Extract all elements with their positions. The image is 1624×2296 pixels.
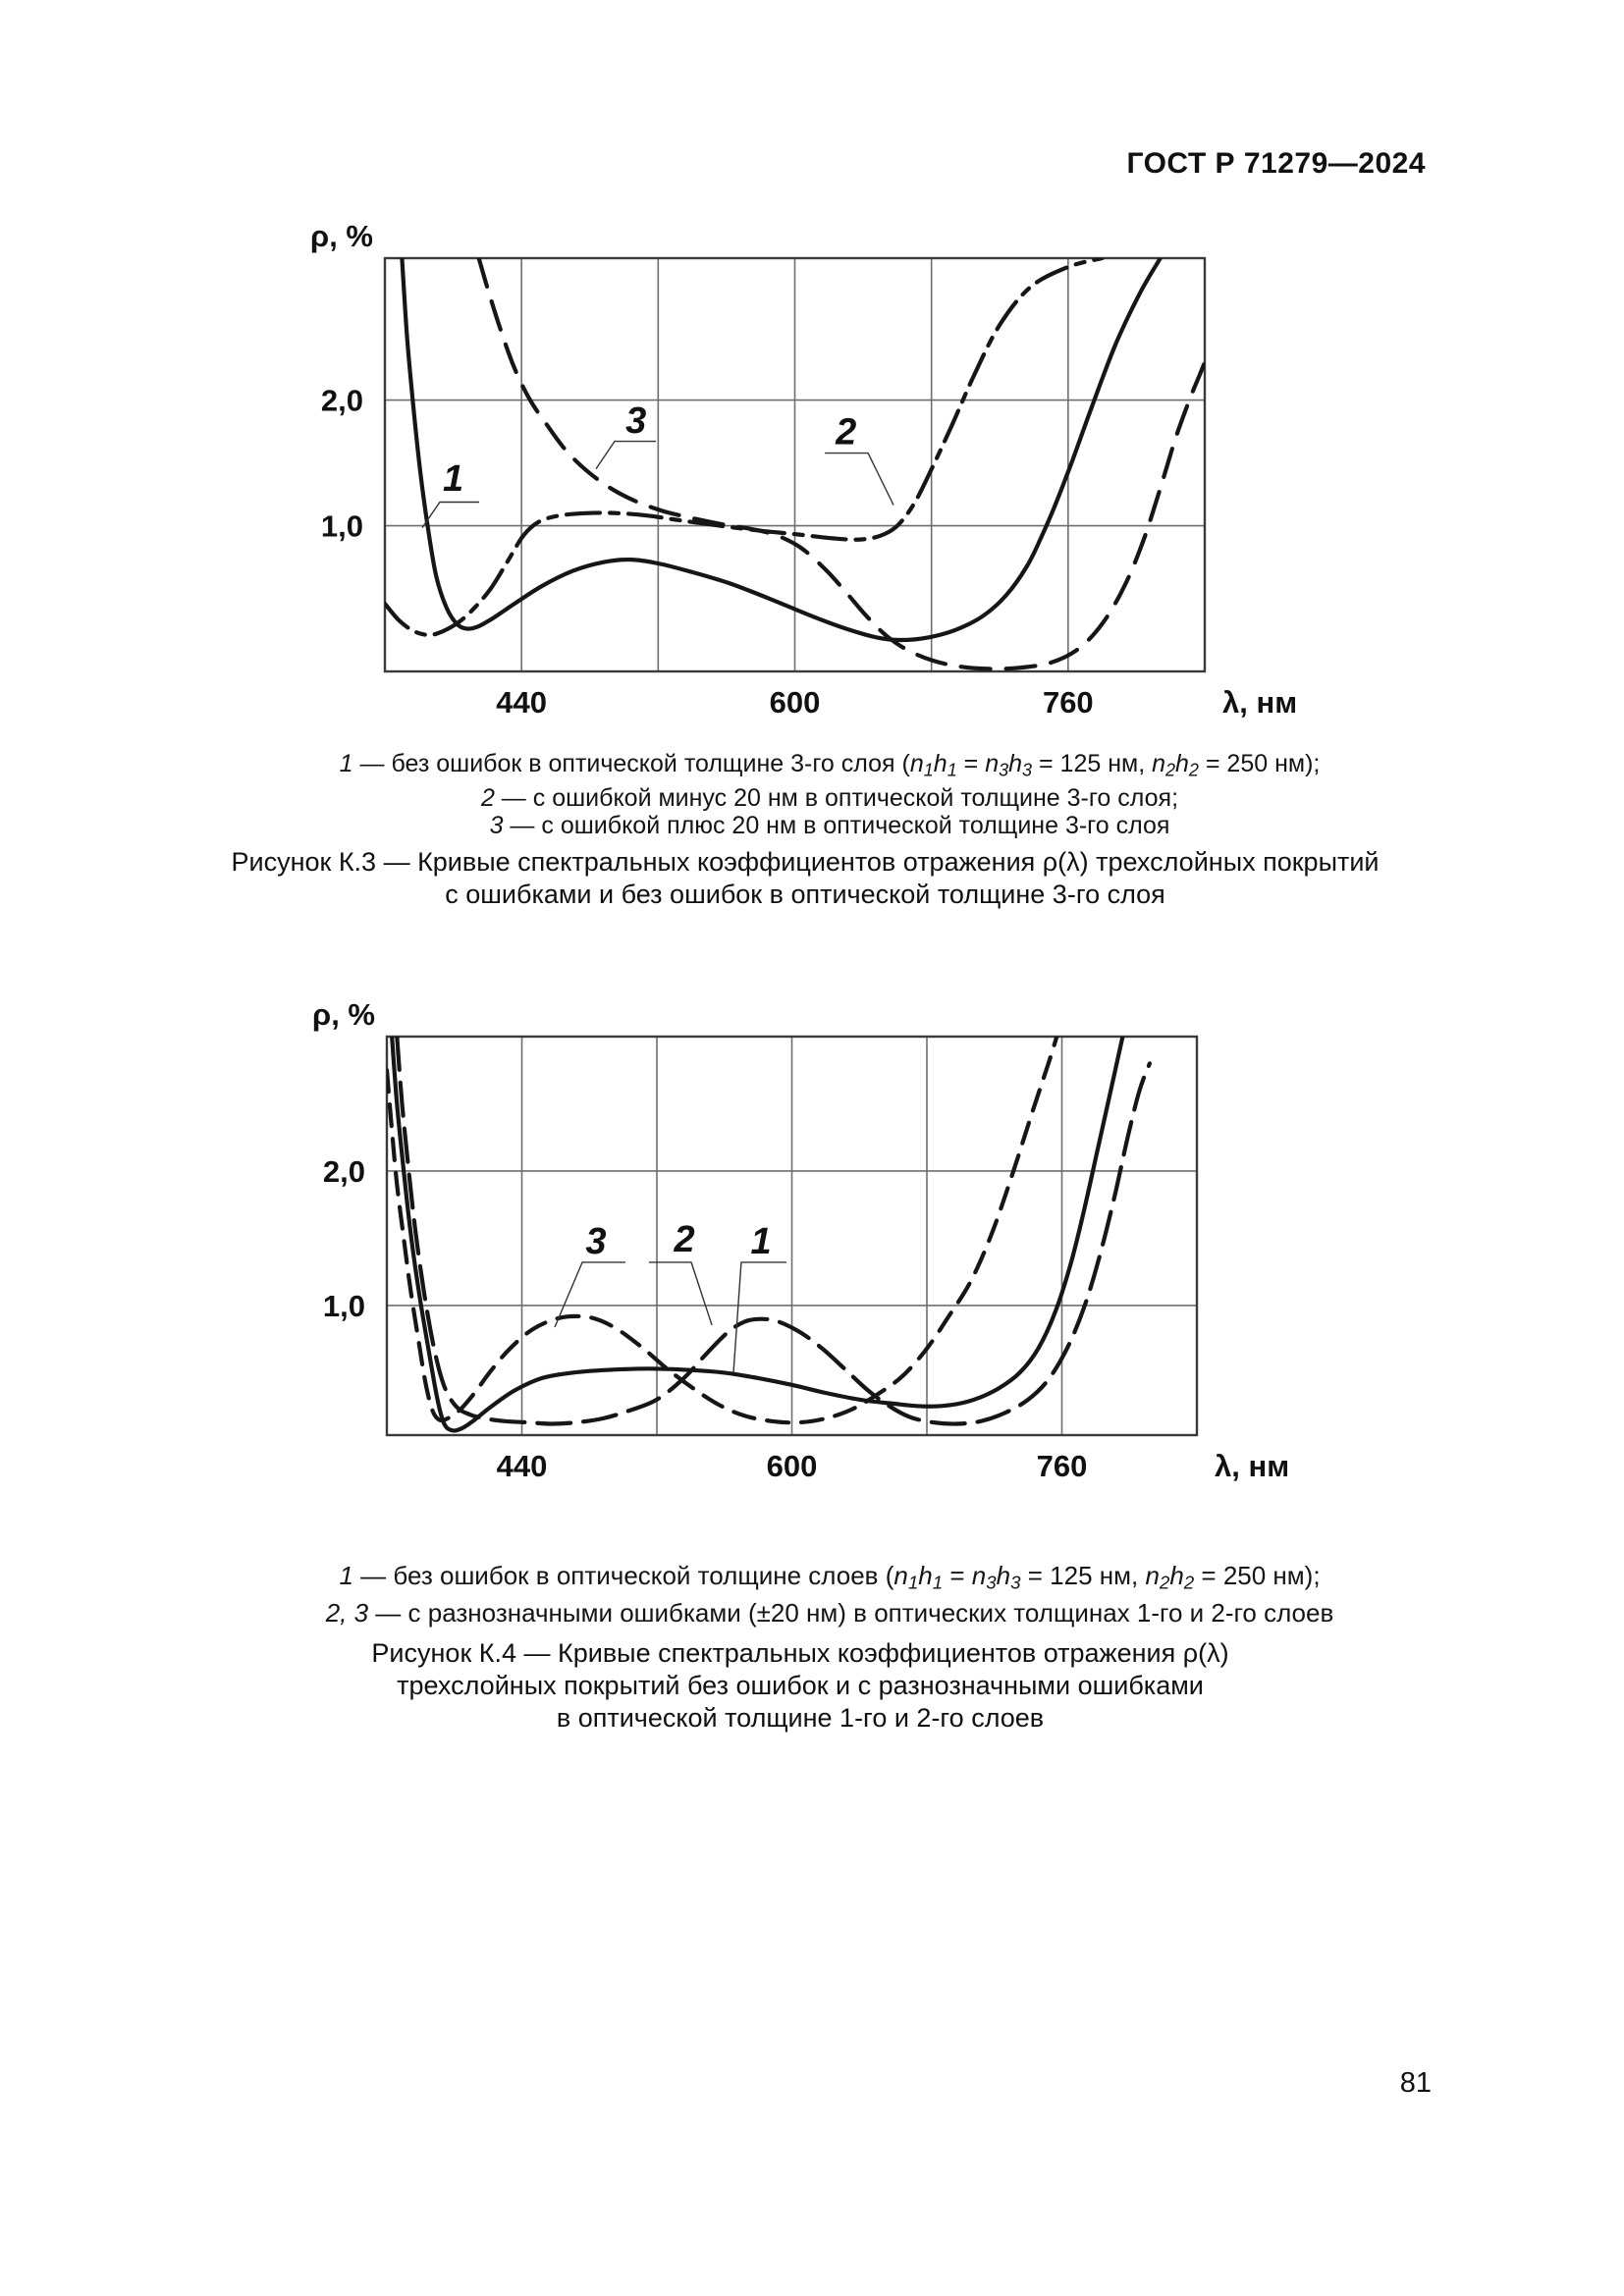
legend-line: 1 — без ошибок в оптической толщине слое…: [236, 1561, 1424, 1598]
text-segment: = 125 нм,: [1020, 1561, 1146, 1590]
curve-3: [476, 258, 1205, 671]
legend-line: 1 — без ошибок в оптической толщине 3-го…: [236, 750, 1424, 784]
text-segment: n: [1145, 1561, 1160, 1590]
leader-line: [732, 1261, 786, 1372]
text-segment: n: [985, 750, 1000, 777]
curve-3: [387, 1037, 1059, 1425]
curve-label-1: 1: [443, 458, 463, 500]
x-tick-label: 600: [767, 1449, 818, 1483]
y-axis-label: ρ, %: [310, 224, 373, 253]
text-segment: 3: [1010, 1572, 1021, 1593]
text-segment: 1: [907, 1572, 919, 1593]
page-number: 81: [1399, 2067, 1432, 2099]
x-tick-label: 440: [497, 1449, 548, 1483]
text-segment: 2: [1183, 1572, 1195, 1593]
text-segment: h: [1008, 750, 1023, 777]
y-tick-label: 1,0: [321, 509, 363, 544]
caption-line: Рисунок К.4 — Кривые спектральных коэффи…: [371, 1638, 1229, 1668]
leader-line: [421, 501, 480, 529]
figure-k4-chart: 1,0 2,0 440 600 760 ρ, % λ, нм 3 2 1: [312, 999, 1289, 1483]
text-segment: 3: [1022, 760, 1033, 780]
leader-line: [648, 1261, 713, 1326]
curves-group: [387, 1037, 1152, 1433]
y-tick-label: 1,0: [323, 1289, 365, 1323]
curve-2: [385, 258, 1105, 638]
curve-label-1: 1: [750, 1221, 771, 1262]
text-segment: n: [1152, 750, 1165, 777]
text-segment: h: [996, 1561, 1011, 1590]
text-segment: = 250 нм);: [1194, 1561, 1321, 1590]
curve-label-2: 2: [673, 1219, 694, 1260]
plot-border: [385, 1035, 1199, 1437]
text-segment: 1: [932, 1572, 944, 1593]
text-segment: — без ошибок в оптической толщине 3-го с…: [352, 750, 910, 777]
text-segment: — с ошибкой минус 20 нм в оптической тол…: [494, 783, 1179, 812]
text-segment: 2: [1188, 760, 1199, 780]
text-segment: 1: [947, 760, 957, 780]
curve-label-3: 3: [625, 400, 646, 442]
caption-line: Рисунок К.3 — Кривые спектральных коэффи…: [231, 847, 1380, 877]
plot-border: [383, 256, 1207, 673]
figure-k3-legend: 1 — без ошибок в оптической толщине 3-го…: [236, 750, 1424, 839]
text-segment: h: [933, 750, 947, 777]
text-segment: = 250 нм);: [1198, 750, 1321, 777]
text-segment: — с ошибкой плюс 20 нм в оптической толщ…: [503, 811, 1170, 839]
x-axis-label: λ, нм: [1222, 685, 1297, 720]
curve-1: [400, 258, 1163, 643]
leader-line: [595, 440, 657, 469]
standard-number: ГОСТ Р 71279—2024: [1126, 147, 1426, 180]
text-segment: — без ошибок в оптической толщине слоев …: [352, 1561, 894, 1590]
legend-line: 2 — с ошибкой минус 20 нм в оптической т…: [236, 784, 1424, 812]
text-segment: =: [956, 750, 986, 777]
curve-label-2: 2: [835, 412, 856, 454]
text-segment: 3: [489, 811, 504, 839]
curve-1: [390, 1037, 1125, 1433]
x-tick-label: 440: [496, 685, 547, 720]
caption-line: с ошибками и без ошибок в оптической тол…: [445, 880, 1165, 909]
text-segment: 2, 3: [325, 1597, 369, 1628]
text-segment: h: [1169, 1561, 1184, 1590]
curve-label-3: 3: [585, 1221, 606, 1262]
x-axis-label: λ, нм: [1215, 1449, 1289, 1483]
text-segment: =: [943, 1561, 972, 1590]
figure-k4-legend: 1 — без ошибок в оптической толщине слое…: [236, 1561, 1424, 1629]
curves-group: [385, 258, 1205, 671]
legend-line: 2, 3 — с разнозначными ошибками (±20 нм)…: [236, 1598, 1424, 1629]
text-segment: 2: [1159, 1572, 1170, 1593]
y-tick-label: 2,0: [321, 384, 363, 418]
figure-k3-caption: Рисунок К.3 — Кривые спектральных коэффи…: [29, 846, 1581, 911]
figure-k3-chart: 1,0 2,0 440 600 760 ρ, % λ, нм 1 3 2: [310, 224, 1297, 720]
curve-2: [395, 1037, 1152, 1426]
caption-line: в оптической толщине 1-го и 2-го слоев: [556, 1703, 1045, 1733]
text-segment: 3: [999, 760, 1009, 780]
text-segment: 3: [986, 1572, 997, 1593]
text-segment: n: [909, 750, 924, 777]
x-tick-label: 600: [770, 685, 821, 720]
x-tick-label: 760: [1037, 1449, 1088, 1483]
leader-line: [825, 452, 894, 506]
figure-k4-caption: Рисунок К.4 — Кривые спектральных коэффи…: [20, 1637, 1581, 1735]
legend-line: 3 — с ошибкой плюс 20 нм в оптической то…: [236, 812, 1424, 839]
text-segment: — с разнозначными ошибками (±20 нм) в оп…: [368, 1597, 1334, 1628]
text-segment: 2: [1165, 760, 1176, 780]
text-segment: n: [971, 1561, 987, 1590]
leader-line: [554, 1261, 626, 1328]
y-tick-label: 2,0: [323, 1154, 365, 1189]
x-tick-label: 760: [1043, 685, 1094, 720]
text-segment: = 125 нм,: [1032, 750, 1153, 777]
y-axis-label: ρ, %: [312, 999, 375, 1032]
caption-line: трехслойных покрытий без ошибок и с разн…: [397, 1671, 1204, 1700]
text-segment: n: [893, 1561, 908, 1590]
text-segment: 1: [339, 1561, 353, 1590]
text-segment: h: [918, 1561, 933, 1590]
text-segment: 1: [923, 760, 934, 780]
text-segment: 2: [480, 783, 495, 812]
text-segment: h: [1175, 750, 1189, 777]
page-header: ГОСТ Р 71279—2024: [0, 147, 1426, 181]
text-segment: 1: [339, 750, 353, 777]
